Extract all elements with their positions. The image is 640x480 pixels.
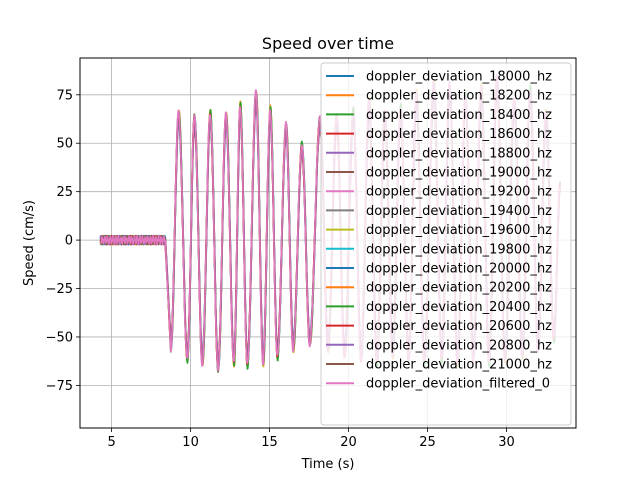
y-tick-label: 75 — [56, 88, 73, 103]
legend: doppler_deviation_18000_hz doppler_deviat… — [320, 62, 572, 426]
x-axis: 5 10 15 20 25 30 — [107, 428, 515, 450]
legend-label: doppler_deviation_20800_hz — [366, 338, 552, 353]
x-tick-label: 15 — [261, 435, 278, 450]
y-tick-label: 25 — [56, 185, 73, 200]
legend-label: doppler_deviation_19600_hz — [366, 223, 552, 238]
legend-label: doppler_deviation_20600_hz — [366, 319, 552, 334]
legend-label: doppler_deviation_18200_hz — [366, 89, 552, 104]
y-tick-label: −25 — [46, 282, 73, 297]
legend-label: doppler_deviation_18600_hz — [366, 127, 552, 142]
legend-label: doppler_deviation_19200_hz — [366, 185, 552, 200]
y-axis-label: Speed (cm/s) — [22, 200, 37, 286]
x-tick-label: 25 — [419, 435, 436, 450]
legend-label: doppler_deviation_20200_hz — [366, 281, 552, 296]
x-tick-label: 30 — [498, 435, 515, 450]
legend-label: doppler_deviation_18400_hz — [366, 108, 552, 123]
plot-frame — [79, 57, 577, 429]
legend-label: doppler_deviation_19400_hz — [366, 204, 552, 219]
legend-box — [320, 62, 572, 426]
legend-label: doppler_deviation_19000_hz — [366, 166, 552, 181]
legend-label: doppler_deviation_19800_hz — [366, 242, 552, 257]
x-tick-label: 10 — [182, 435, 199, 450]
y-tick-label: −50 — [46, 330, 73, 345]
legend-label: doppler_deviation_18000_hz — [366, 70, 552, 85]
legend-label: doppler_deviation_filtered_0 — [366, 377, 550, 392]
x-tick-label: 5 — [107, 435, 115, 450]
x-tick-label: 20 — [340, 435, 357, 450]
legend-label: doppler_deviation_21000_hz — [366, 358, 552, 373]
y-tick-label: −75 — [46, 379, 73, 394]
y-tick-label: 0 — [65, 234, 73, 249]
y-tick-label: 50 — [56, 137, 73, 152]
legend-label: doppler_deviation_20000_hz — [366, 262, 552, 277]
legend-label: doppler_deviation_20400_hz — [366, 300, 552, 315]
chart-title: Speed over time — [262, 34, 394, 53]
y-axis: −75 −50 −25 0 25 50 75 — [46, 88, 80, 394]
x-axis-label: Time (s) — [301, 457, 355, 472]
legend-label: doppler_deviation_18800_hz — [366, 146, 552, 161]
